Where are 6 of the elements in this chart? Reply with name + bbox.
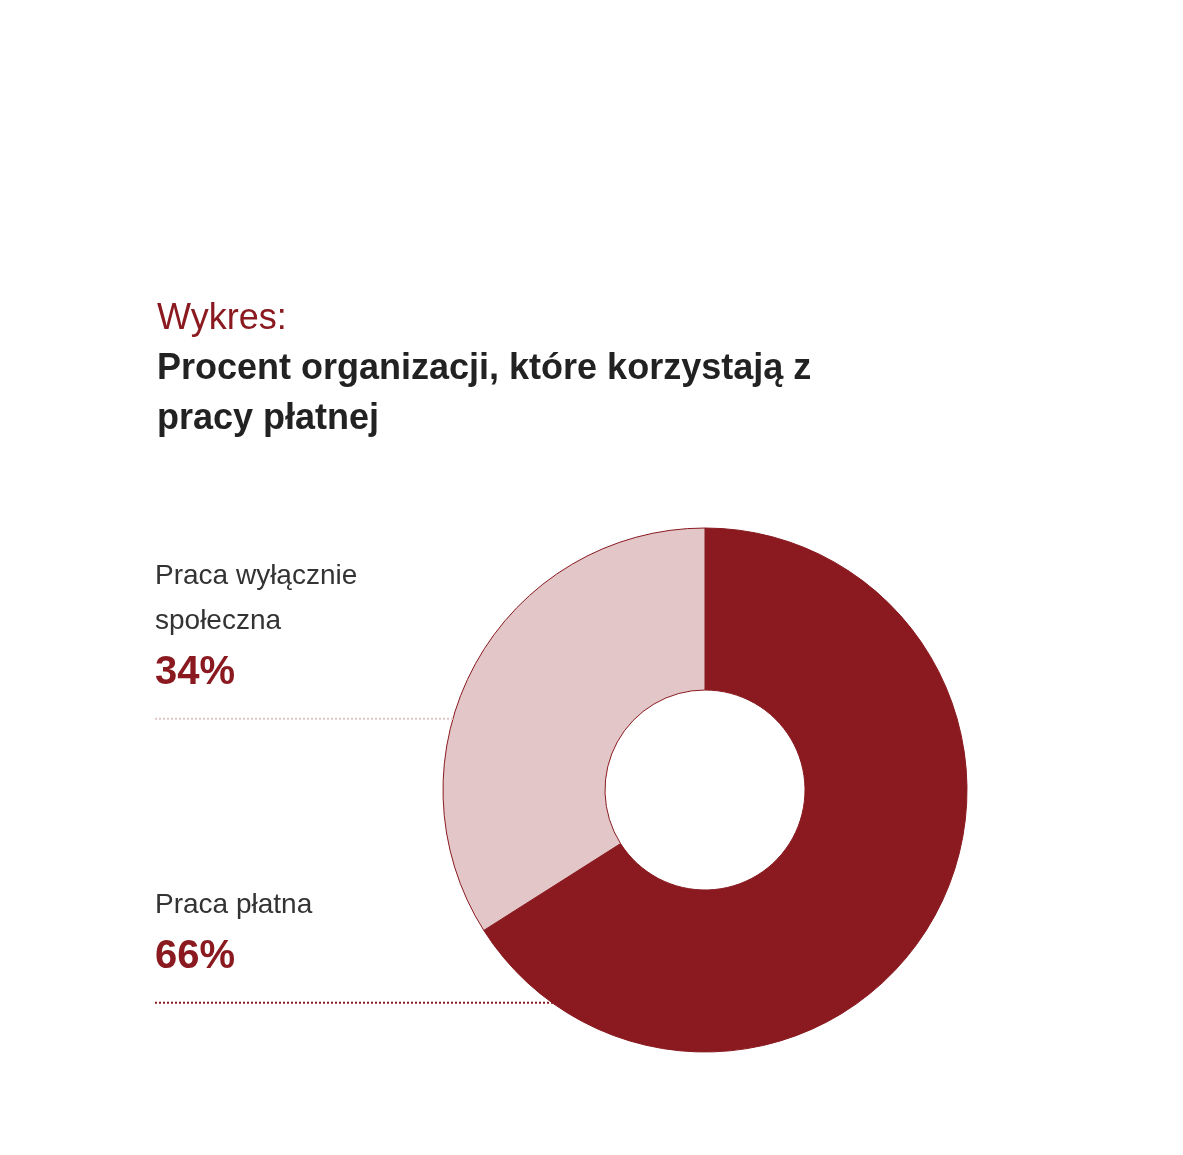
text: Wykres: (157, 296, 288, 338)
chart-title: Procent organizacji, które korzystają z pracy płatnej (157, 345, 813, 439)
data-label: 66% (155, 931, 236, 976)
slice-label: Praca wyłącznie społeczna (155, 558, 358, 635)
data-label: 34% (155, 647, 236, 692)
slice-label: Praca płatna (155, 887, 313, 919)
